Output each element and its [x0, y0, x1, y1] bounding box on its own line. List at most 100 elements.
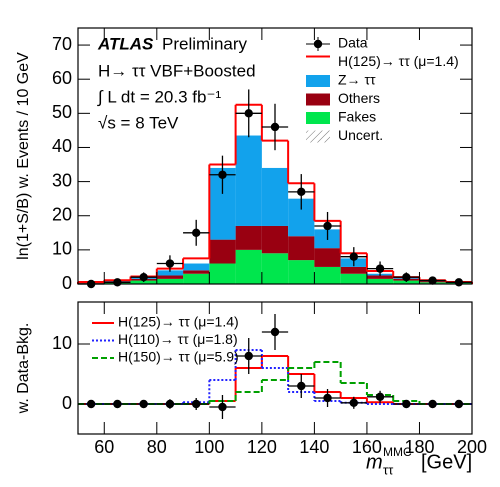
data-point [375, 392, 385, 401]
data-point [428, 276, 437, 285]
data-point [192, 228, 201, 237]
bar-segment [340, 273, 367, 284]
data-point [270, 122, 280, 132]
data-point [297, 381, 306, 391]
main-panel: 0 10 20 30 40 50 60 70 Data H(125)→ ττ (μ=1.4) Z→ … [52, 27, 473, 293]
data-point [402, 399, 411, 409]
data-point [402, 272, 411, 282]
y-tick-label: 10 [52, 333, 72, 353]
plot-frame [77, 301, 473, 435]
x-tick-label: 80 [147, 437, 167, 457]
legend-label: H(150)→ ττ (μ=5.9) [118, 349, 239, 365]
bar-segment [235, 225, 262, 250]
y-tick-label: 60 [52, 68, 72, 88]
data-point [218, 170, 227, 179]
legend-label: Z→ ττ [338, 72, 376, 88]
bar-segment [366, 275, 394, 279]
bar-segment [340, 266, 367, 274]
x-tick-label: 60 [94, 437, 114, 457]
experiment-label: ATLAS [97, 34, 154, 53]
data-point [139, 399, 148, 409]
bar-segment [288, 260, 315, 284]
bar-segment [261, 167, 289, 226]
data-point [244, 351, 253, 361]
bar-segment [156, 270, 184, 276]
data-point [323, 393, 332, 403]
bar-segment [261, 253, 289, 284]
data-point [349, 398, 358, 407]
bar-segment [183, 270, 210, 274]
x-axis-label-superscript: MMC [383, 445, 412, 459]
data-point [375, 264, 385, 273]
bar-segment [366, 278, 394, 284]
bar-segment [261, 225, 289, 254]
plot-frame [77, 27, 473, 285]
status-label: Preliminary [162, 34, 248, 53]
x-tick-label: 120 [247, 437, 277, 457]
y-tick-label: 40 [52, 136, 72, 156]
legend-label: Data [338, 35, 368, 51]
bar-segment [209, 263, 236, 284]
x-tick-label: 140 [299, 437, 329, 457]
x-tick-label: 200 [457, 437, 487, 457]
legend-swatch [306, 75, 330, 87]
y-tick-label: 0 [62, 393, 72, 413]
bar-segment [288, 236, 315, 261]
data-point [218, 402, 227, 412]
data-point [454, 399, 464, 409]
legend-swatch [306, 112, 330, 124]
bar-segment [314, 248, 341, 267]
energy-label: √s = 8 TeV [98, 113, 179, 132]
bar-segment [235, 249, 262, 284]
data-point [165, 259, 175, 268]
y-tick-label: 50 [52, 102, 72, 122]
legend-label: Others [338, 90, 380, 106]
data-point [428, 399, 437, 409]
data-point [86, 279, 96, 289]
y-tick-label: 0 [62, 273, 72, 293]
y-axis-label: w. Data-Bkg. [15, 323, 32, 415]
x-axis-label-unit: [GeV] [421, 451, 472, 473]
bar-segment [130, 280, 157, 284]
data-point [113, 278, 122, 287]
x-tick-label: 160 [352, 437, 382, 457]
bar-segment [314, 266, 341, 284]
data-point [113, 399, 122, 409]
legend-swatch [306, 130, 330, 143]
y-tick-label: 70 [52, 34, 72, 54]
legend-swatch [306, 93, 330, 106]
data-point [454, 278, 464, 287]
data-point [139, 272, 148, 282]
data-point [323, 221, 332, 231]
bar-segment [183, 273, 210, 284]
data-point [297, 187, 306, 197]
legend-label: Fakes [338, 109, 376, 125]
legend-label: H(125)→ ττ (μ=1.4) [118, 314, 239, 330]
bar-segment [156, 278, 184, 284]
data-point [86, 399, 96, 409]
bar-segment [209, 239, 236, 264]
bar-segment [393, 280, 420, 284]
y-tick-label: 30 [52, 170, 72, 190]
legend-label: Uncert. [338, 127, 383, 143]
x-tick-label: 180 [404, 437, 434, 457]
luminosity-label: ∫ L dt = 20.3 fb⁻¹ [97, 87, 221, 106]
legend-label: H(110)→ ττ (μ=1.8) [118, 331, 238, 347]
ratio-panel: 0 10 60 80 100 120 140 160 180 200 H(125)→ ττ (μ=1… [52, 301, 487, 457]
channel-label: H→ ττ VBF+Boosted [98, 61, 256, 80]
data-point [270, 327, 280, 337]
y-tick-label: 20 [52, 204, 72, 224]
data-point [165, 399, 175, 409]
data-point [349, 252, 358, 261]
x-axis-label-subscript: ττ [383, 462, 394, 477]
bar-segment [183, 263, 210, 271]
y-tick-label: 10 [52, 239, 72, 259]
bar-segment [235, 135, 262, 226]
y-axis-label: ln(1+S/B) w. Events / 10 GeV [15, 52, 32, 260]
x-axis-label-symbol: m [366, 451, 383, 473]
data-point [192, 399, 201, 409]
data-point [244, 109, 253, 118]
legend-label: H(125)→ ττ (μ=1.4) [338, 53, 459, 69]
